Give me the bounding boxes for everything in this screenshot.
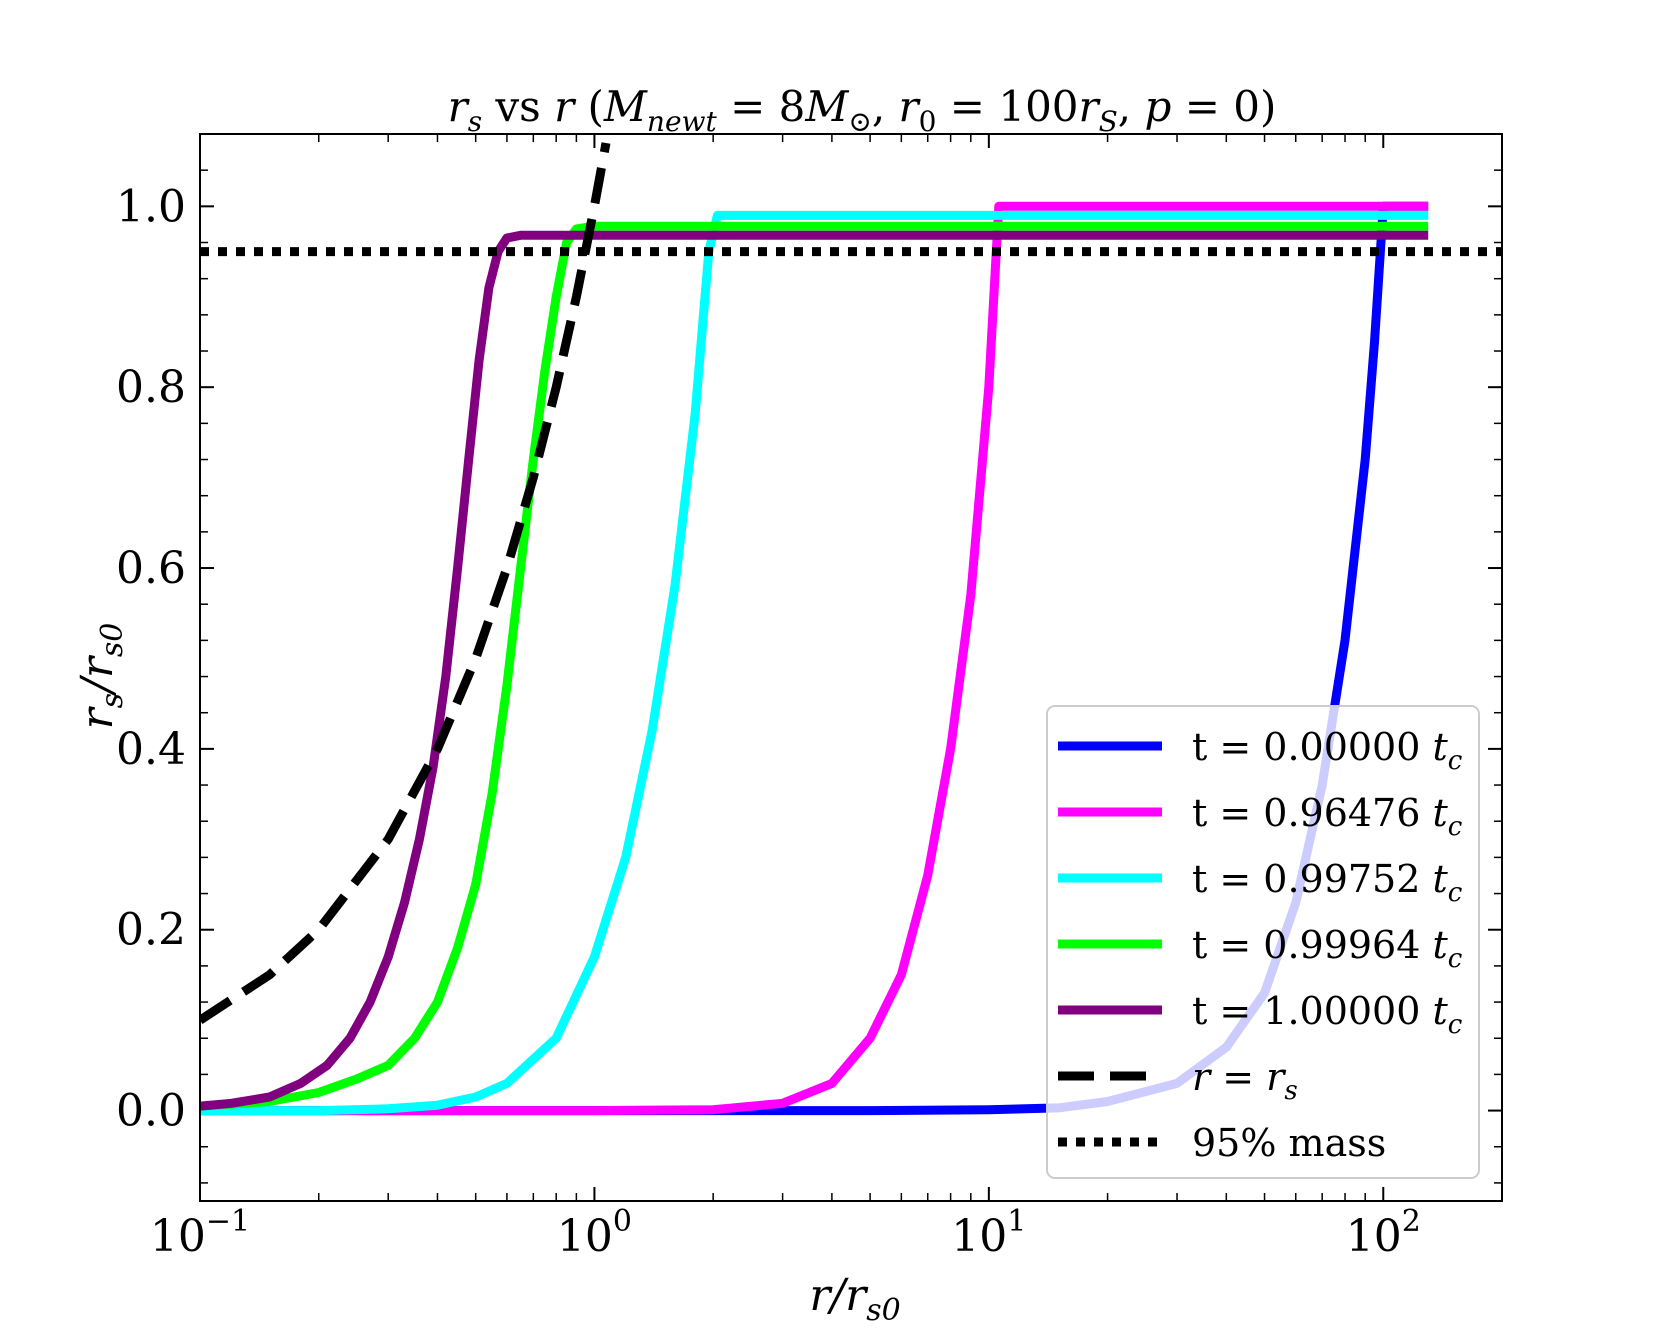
legend-label-3: t = 0.99964 tc	[1192, 923, 1463, 974]
y-tick-label-3: 0.6	[116, 543, 186, 594]
x-tick-label-0: 10−1	[150, 1204, 250, 1262]
x-tick-label-3: 102	[1346, 1204, 1421, 1262]
x-tick-label-1: 100	[557, 1204, 632, 1262]
series-line-5	[200, 142, 611, 1024]
legend: t = 0.00000 tc t = 0.96476 tc t = 0.99752 …	[1046, 705, 1480, 1179]
chart-title: rs vs r (Mnewt = 8M⊙, r0 = 100rS, p = 0)	[448, 82, 1277, 138]
legend-box	[1046, 705, 1480, 1179]
plot-frame	[199, 133, 1503, 1202]
legend-label-4: t = 1.00000 tc	[1192, 989, 1463, 1040]
y-tick-label-2: 0.4	[116, 724, 186, 775]
legend-label-0: t = 0.00000 tc	[1192, 725, 1463, 776]
y-tick-label-0: 0.0	[116, 1086, 186, 1137]
y-tick-label-4: 0.8	[116, 362, 186, 413]
y-tick-label-1: 0.2	[116, 905, 186, 956]
series-line-3	[200, 221, 1429, 1111]
legend-label-1: t = 0.96476 tc	[1192, 791, 1463, 842]
x-axis-label: r/rs0	[809, 1270, 900, 1328]
legend-label-2: t = 0.99752 tc	[1192, 857, 1463, 908]
axis-ticks: 10−1 100 101 102 0.0 0.2 0.4 0.6 0.8 1.0	[116, 134, 1503, 1262]
legend-label-5: r = rs	[1192, 1055, 1298, 1106]
series-line-4	[200, 230, 1429, 1111]
x-tick-label-2: 101	[951, 1204, 1026, 1262]
legend-label-6: 95% mass	[1192, 1121, 1386, 1165]
y-axis-label: rs/rs0	[72, 623, 130, 730]
y-tick-label-5: 1.0	[116, 181, 186, 232]
